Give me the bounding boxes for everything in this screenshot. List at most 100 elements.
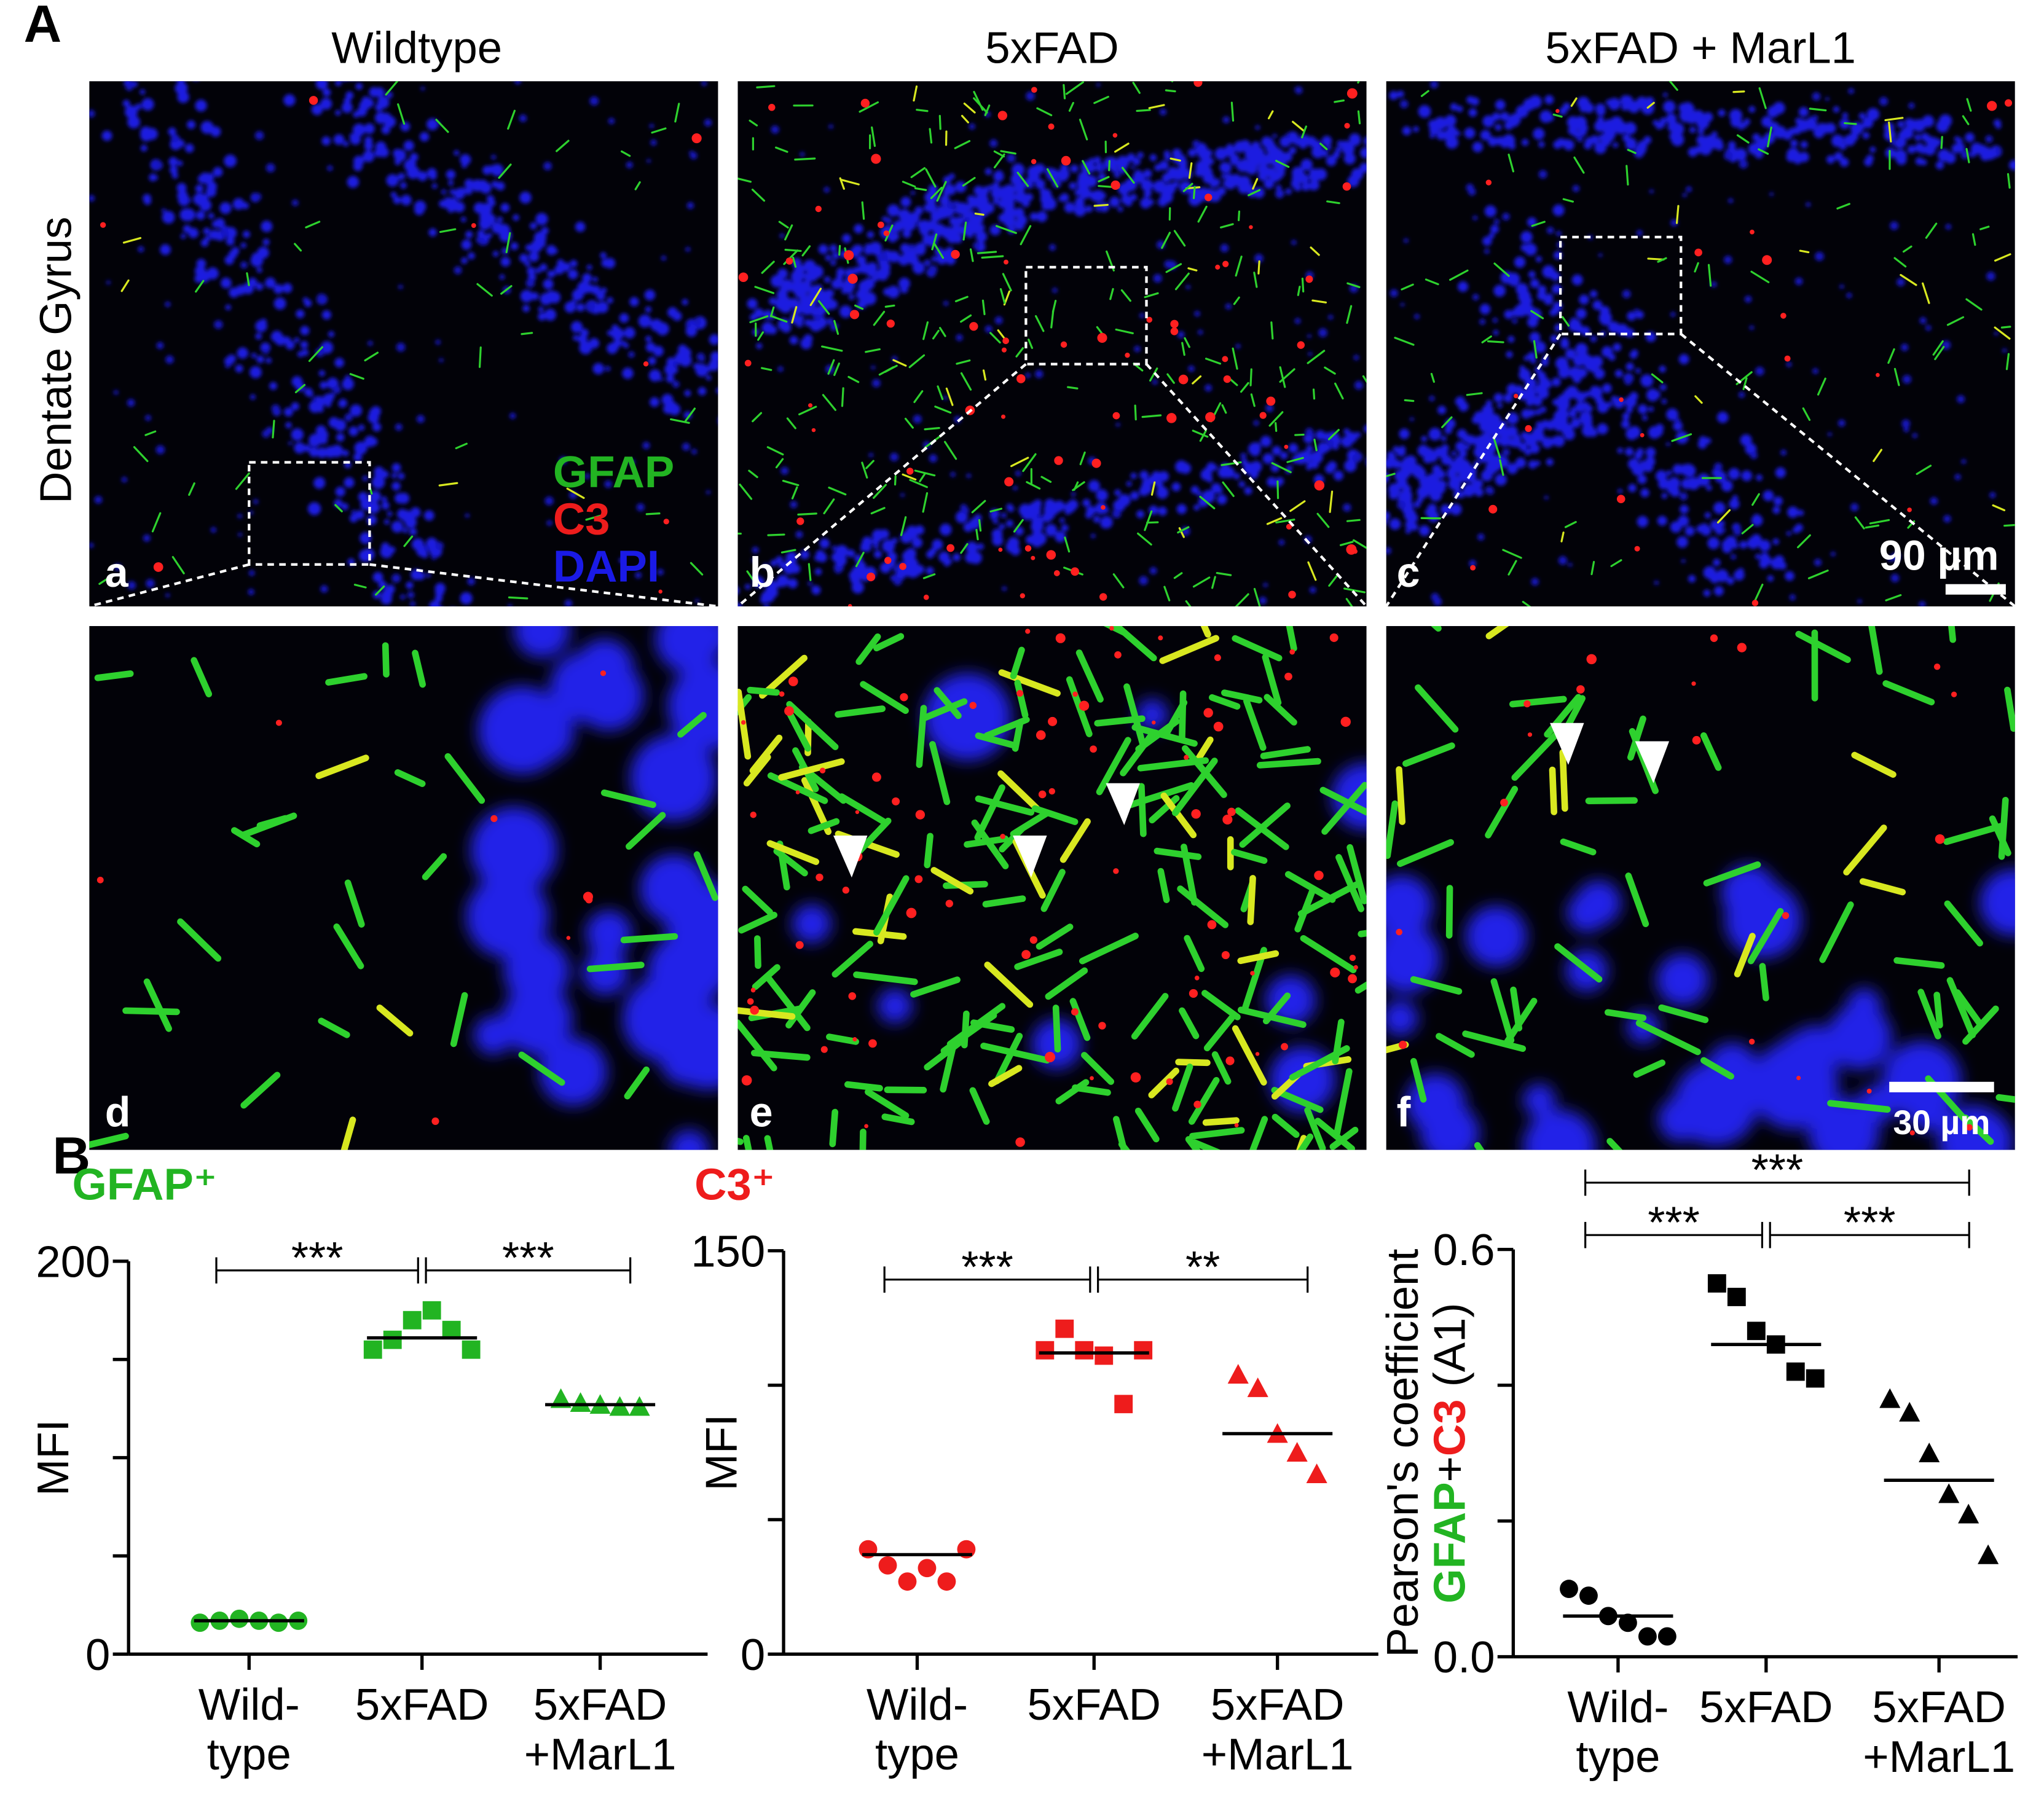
nucleus [225,363,230,369]
nucleus [1096,489,1108,501]
astrocyte-process [1235,256,1243,277]
nucleus [1848,88,1855,95]
astrocyte-process [737,1007,796,1020]
c3-spot [1259,412,1267,419]
nucleus [1544,95,1554,104]
astrocyte-process [1114,625,1157,662]
nucleus [1756,474,1763,481]
c3-spot [1038,790,1047,799]
nucleus [1543,296,1554,305]
nucleus [497,216,503,222]
nucleus [771,125,779,134]
nucleus [817,552,827,563]
c3-spot [1342,182,1351,191]
nucleus [2002,348,2007,353]
nucleus [1681,478,1692,490]
nucleus [1428,428,1442,441]
point [1747,1322,1766,1341]
astrocyte-process [881,1113,915,1126]
nucleus [1217,494,1227,505]
astrocyte-process [1182,745,1227,798]
nucleus [359,100,370,111]
nucleus [801,294,808,300]
nucleus [1919,601,1926,606]
nucleus [1139,313,1145,318]
astrocyte-process [933,243,945,259]
nucleus [1474,479,1484,488]
nucleus [519,114,527,122]
arrowhead [1550,723,1584,765]
nucleus [962,507,969,514]
nucleus [1667,486,1674,493]
astrocyte-process [1131,724,1198,747]
nucleus [1608,353,1616,361]
astrocyte-process [766,840,820,865]
nucleus [1441,436,1447,442]
nucleus [546,520,552,526]
nucleus [1597,116,1603,123]
nucleus [684,390,691,397]
nucleus [1164,154,1170,160]
astrocyte-process [1199,429,1207,442]
nucleus [823,276,831,283]
astrocyte-process [444,753,485,804]
nucleus [1280,452,1288,460]
nucleus [1521,409,1531,419]
astrocyte-process [1462,1030,1527,1052]
astrocyte-process [1604,1009,1647,1021]
astrocyte-process [1944,900,1983,947]
nucleus [1703,589,1711,597]
astrocyte-process [1165,263,1182,273]
astrocyte-process [995,225,1017,234]
nucleus [1752,133,1761,142]
nucleus [1712,131,1718,138]
c3-spot [1314,871,1324,880]
scale-bar-label: 30 µm [1893,1103,1990,1142]
astrocyte-process [394,769,426,787]
nucleus [321,310,332,320]
c3-spot [1214,654,1221,662]
nucleus [261,221,273,232]
nucleus [369,437,378,446]
astrocyte-process [930,867,974,895]
nucleus [1665,442,1670,447]
astrocyte-process [971,500,986,514]
astrocyte-process [308,346,323,362]
astrocyte-process [1854,516,1865,530]
nucleus [454,266,462,275]
nucleus [1549,309,1557,316]
nucleus [1530,278,1539,288]
nucleus [1930,497,1938,505]
nucleus [1976,144,1987,155]
nucleus [417,171,428,181]
nucleus [601,287,607,294]
point [898,1572,917,1591]
c3-spot [1353,549,1358,554]
nucleus [198,270,210,283]
astrocyte-process [792,256,797,268]
nucleus [1125,198,1133,206]
astrocyte-process [1531,221,1546,227]
nucleus [1679,492,1688,501]
c3-spot [847,604,852,606]
astrocyte-process [272,420,275,439]
gfap-layer [89,642,718,1150]
c3-spot [1909,1130,1915,1135]
nucleus [1812,368,1818,374]
nucleus [1519,442,1528,452]
nucleus [1680,504,1689,514]
astrocyte-process [1173,572,1183,579]
nucleus [1428,511,1439,522]
nucleus [347,176,360,189]
nucleus [1507,272,1520,286]
nucleus [1628,484,1637,493]
c3-spot [1060,341,1067,348]
nucleus [1786,531,1792,536]
nucleus [1275,191,1280,196]
c3-spot [1184,754,1189,760]
nucleus [210,126,221,137]
nucleus [1741,470,1753,482]
nucleus [1052,288,1058,293]
nucleus [214,320,223,329]
astrocyte-process [1144,510,1153,531]
